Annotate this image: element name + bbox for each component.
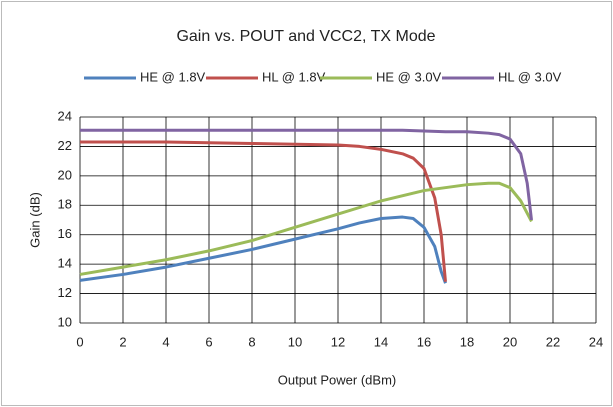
x-tick-label: 14: [374, 334, 388, 349]
x-tick-label: 24: [589, 334, 603, 349]
x-tick-label: 10: [288, 334, 302, 349]
x-tick-label: 20: [503, 334, 517, 349]
y-tick-label: 22: [58, 138, 72, 153]
series-line: [80, 128, 533, 221]
y-tick-label: 18: [58, 197, 72, 212]
x-tick-label: 12: [331, 334, 345, 349]
x-tick-label: 2: [119, 334, 126, 349]
series-line: [79, 181, 533, 276]
series-line: [80, 140, 447, 282]
series-line: [79, 215, 447, 284]
y-tick-label: 24: [58, 108, 72, 123]
x-tick-label: 16: [417, 334, 431, 349]
legend-label: HE @ 1.8V: [140, 69, 206, 84]
legend-label: HE @ 3.0V: [376, 69, 442, 84]
x-axis-label: Output Power (dBm): [278, 372, 397, 387]
legend-label: HL @ 3.0V: [498, 69, 562, 84]
y-tick-label: 10: [58, 314, 72, 329]
y-tick-label: 16: [58, 226, 72, 241]
chart-title: Gain vs. POUT and VCC2, TX Mode: [176, 28, 435, 45]
y-axis-label: Gain (dB): [27, 192, 42, 248]
x-tick-label: 6: [205, 334, 212, 349]
legend-label: HL @ 1.8V: [262, 69, 326, 84]
x-tick-label: 0: [76, 334, 83, 349]
x-tick-label: 8: [248, 334, 255, 349]
y-tick-label: 14: [58, 256, 72, 271]
y-tick-label: 12: [58, 285, 72, 300]
x-tick-label: 22: [546, 334, 560, 349]
y-tick-label: 20: [58, 167, 72, 182]
x-tick-label: 4: [162, 334, 169, 349]
x-tick-label: 18: [460, 334, 474, 349]
